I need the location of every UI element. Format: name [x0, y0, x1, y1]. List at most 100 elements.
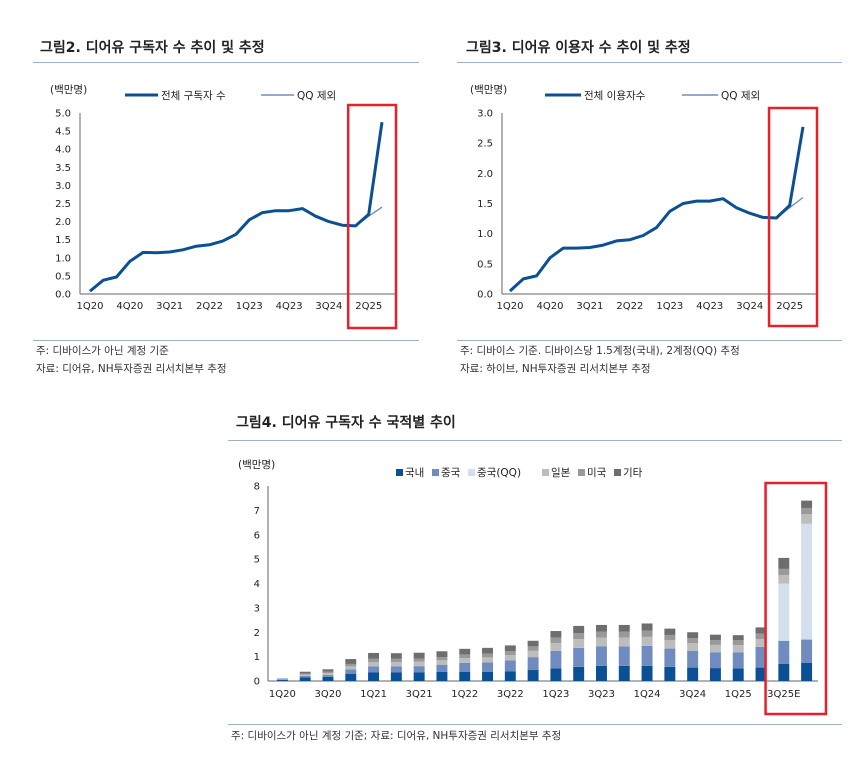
- y-axis-unit-label: (백만명): [50, 84, 87, 96]
- legend-swatch-0: [396, 469, 403, 476]
- x-tick-label: 3Q24: [315, 301, 342, 312]
- x-tick-label: 2Q25: [355, 301, 382, 312]
- bar-segment-4: [709, 640, 721, 645]
- y-tick-label: 4: [254, 579, 260, 590]
- y-tick-label: 1.5: [55, 235, 71, 246]
- bar-segment-4: [368, 658, 380, 662]
- x-tick-label: 1Q23: [656, 301, 683, 312]
- bar-segment-5: [778, 557, 790, 569]
- y-tick-label: 2.0: [477, 169, 493, 180]
- bar-segment-5: [527, 640, 539, 647]
- bar-segment-0: [436, 671, 448, 681]
- x-tick-label: 4Q23: [276, 301, 303, 312]
- x-tick-label: 1Q23: [236, 301, 263, 312]
- bar-segment-1: [482, 662, 493, 672]
- bar-segment-5: [641, 623, 653, 631]
- bar-segment-1: [390, 666, 402, 673]
- bar-segment-3: [390, 661, 402, 667]
- y-tick-label: 2.5: [477, 139, 493, 150]
- x-tick-label: 3Q23: [588, 689, 615, 700]
- y-tick-label: 2: [254, 628, 260, 639]
- bar-segment-0: [276, 679, 288, 681]
- bar-segment-1: [527, 657, 539, 671]
- x-tick-label: 1Q21: [360, 689, 387, 700]
- x-tick-label: 2Q22: [616, 301, 643, 312]
- bar-segment-5: [322, 669, 334, 672]
- figure-3-source: 자료: 하이브, NH투자증권 리서치본부 추정: [460, 363, 651, 375]
- bar-segment-1: [596, 646, 607, 666]
- bar-segment-3: [413, 661, 425, 667]
- figure-4-bottom-rule: [228, 724, 842, 725]
- bar-segment-4: [459, 654, 471, 659]
- y-tick-label: 7: [254, 506, 260, 517]
- bar-segment-5: [573, 625, 585, 634]
- bar-segment-4: [413, 658, 425, 662]
- bar-segment-2: [778, 583, 790, 641]
- bar-segment-0: [504, 671, 516, 681]
- bar-segment-5: [596, 624, 607, 632]
- bar-segment-3: [345, 666, 357, 670]
- bar-segment-5: [504, 645, 516, 652]
- figure-2-source: 자료: 디어유, NH투자증권 리서치본부 추정: [36, 363, 227, 375]
- bar-segment-0: [732, 668, 744, 681]
- legend-label-5: 기타: [623, 467, 643, 479]
- legend-label-4: 미국: [587, 467, 607, 479]
- bar-segment-4: [596, 631, 607, 638]
- bar-segment-3: [504, 655, 516, 661]
- bar-segment-3: [482, 657, 493, 663]
- bar-segment-3: [732, 645, 744, 653]
- bar-segment-5: [482, 647, 493, 654]
- figure-4-chart: (백만명) 국내 중국 중국(QQ) 일본 미국 기타 0 1 2 3 4 5 6 7 8 1Q20 3Q20 1Q…: [238, 459, 828, 716]
- bar-segment-3: [596, 637, 607, 647]
- y-tick-label: 3.0: [477, 109, 493, 120]
- bar-segment-0: [413, 672, 425, 681]
- bar-segment-0: [299, 677, 311, 681]
- legend-swatch-4: [578, 469, 585, 476]
- bar-segment-3: [550, 642, 562, 651]
- bar-segment-4: [436, 657, 448, 661]
- y-tick-label: 3: [254, 603, 260, 614]
- legend-swatch-1: [432, 469, 439, 476]
- bar-segment-0: [641, 665, 653, 681]
- y-tick-label: 5: [254, 555, 260, 566]
- bar-segment-3: [436, 660, 448, 665]
- series-line-0: [89, 121, 384, 293]
- bar-segment-4: [664, 634, 676, 641]
- x-tick-label: 3Q22: [497, 689, 524, 700]
- y-tick-label: 6: [254, 530, 260, 541]
- legend-label-0: 전체 구독자 수: [161, 90, 226, 102]
- figure-4-title-rule: [228, 440, 842, 441]
- bar-segment-3: [459, 658, 471, 663]
- legend-label-1: QQ 제외: [297, 90, 336, 102]
- bar-segment-4: [573, 633, 585, 640]
- x-tick-label: 1Q24: [634, 689, 661, 700]
- x-tick-label: 1Q25: [725, 689, 752, 700]
- legend-swatch-2: [468, 469, 475, 476]
- bar-segment-5: [732, 635, 744, 641]
- legend-label-2: 중국(QQ): [477, 467, 521, 479]
- bar-segment-1: [778, 640, 790, 664]
- y-tick-label: 5.0: [55, 109, 71, 120]
- bar-segment-4: [778, 568, 790, 575]
- y-tick-label: 1: [254, 652, 260, 663]
- bar-segment-1: [504, 660, 516, 672]
- bar-segment-0: [709, 668, 721, 681]
- x-tick-label: 3Q25E: [767, 689, 800, 700]
- bar-segment-0: [596, 665, 607, 681]
- series-line-1: [509, 196, 804, 292]
- bar-segment-3: [618, 637, 630, 647]
- x-tick-label: 1Q20: [77, 301, 104, 312]
- bar-segment-5: [299, 671, 311, 674]
- bar-segment-5: [709, 634, 721, 641]
- bar-segment-3: [687, 643, 699, 652]
- x-tick-label: 1Q22: [451, 689, 478, 700]
- y-tick-label: 0.5: [55, 271, 71, 282]
- x-tick-label: 2Q25: [776, 301, 803, 312]
- bar-segment-3: [322, 673, 334, 675]
- bar-segment-5: [459, 648, 471, 655]
- legend-label-3: 일본: [551, 466, 571, 479]
- bar-segment-3: [709, 644, 721, 653]
- legend-label-0: 국내: [405, 467, 424, 479]
- bar-segment-0: [345, 673, 357, 681]
- x-tick-label: 2Q22: [196, 301, 223, 312]
